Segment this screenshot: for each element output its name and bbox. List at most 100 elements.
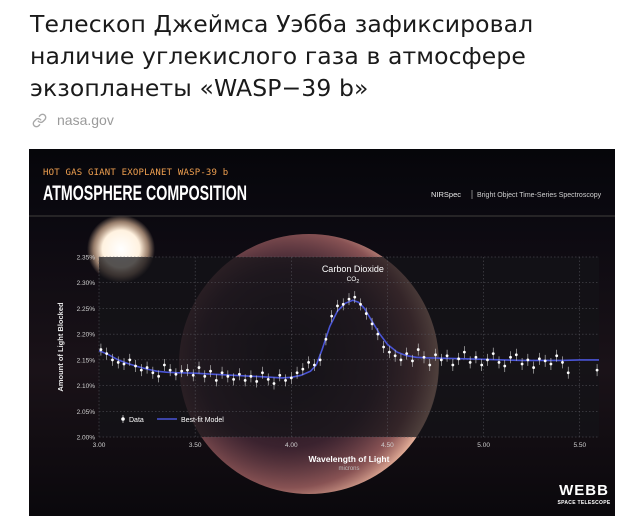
data-point bbox=[336, 304, 339, 308]
data-point bbox=[116, 361, 120, 364]
data-point bbox=[134, 364, 137, 368]
data-point bbox=[105, 352, 109, 356]
source-domain[interactable]: nasa.gov bbox=[57, 112, 114, 128]
data-point bbox=[509, 355, 512, 359]
data-point bbox=[261, 371, 264, 375]
x-tick-label: 5.00 bbox=[477, 442, 490, 449]
x-axis-unit: microns bbox=[338, 466, 359, 472]
data-point bbox=[174, 372, 178, 376]
y-tick-label: 2.00% bbox=[77, 435, 96, 442]
data-point bbox=[186, 368, 189, 372]
source-link[interactable]: nasa.gov bbox=[32, 110, 114, 130]
data-point bbox=[151, 371, 155, 375]
data-point bbox=[312, 363, 316, 367]
x-tick-label: 5.50 bbox=[573, 442, 586, 449]
article-title: Телескоп Джеймса Уэбба зафиксировал нали… bbox=[30, 10, 534, 102]
y-tick-label: 2.20% bbox=[77, 332, 96, 339]
legend-data-marker bbox=[121, 417, 125, 421]
data-point bbox=[255, 380, 259, 383]
x-axis-label: Wavelength of Light bbox=[309, 454, 390, 464]
data-point bbox=[226, 374, 230, 378]
y-tick-label: 2.10% bbox=[77, 383, 96, 390]
data-point bbox=[272, 382, 276, 385]
data-point bbox=[162, 363, 166, 367]
data-point bbox=[347, 297, 351, 301]
data-point bbox=[209, 369, 212, 373]
x-tick-label: 3.00 bbox=[93, 442, 106, 449]
data-point bbox=[370, 322, 374, 326]
data-point bbox=[532, 366, 536, 369]
data-point bbox=[561, 361, 564, 364]
data-point bbox=[203, 374, 207, 378]
link-icon bbox=[32, 113, 47, 127]
data-point bbox=[353, 295, 357, 299]
data-point bbox=[457, 357, 461, 361]
data-point bbox=[324, 337, 328, 341]
data-point bbox=[549, 362, 553, 366]
y-tick-label: 2.30% bbox=[77, 280, 96, 287]
data-point bbox=[341, 302, 345, 306]
data-point bbox=[474, 355, 478, 359]
data-point bbox=[468, 361, 472, 364]
figure-kicker: HOT GAS GIANT EXOPLANET WASP-39 b bbox=[43, 168, 228, 178]
data-point bbox=[566, 371, 570, 375]
data-point bbox=[157, 374, 161, 378]
data-point bbox=[555, 354, 559, 358]
data-point bbox=[422, 355, 426, 359]
data-point bbox=[180, 369, 184, 373]
data-point bbox=[359, 302, 362, 306]
data-point bbox=[111, 358, 114, 362]
infographic-figure: HOT GAS GIANT EXOPLANET WASP-39 b ATMOSP… bbox=[29, 149, 615, 516]
data-point bbox=[411, 359, 414, 363]
data-point bbox=[128, 358, 132, 362]
data-point bbox=[307, 361, 311, 364]
data-point bbox=[284, 379, 287, 382]
instrument-detail: Bright Object Time-Series Spectroscopy bbox=[477, 192, 602, 199]
data-point bbox=[491, 352, 495, 356]
webb-logo: WEBB SPACE TELESCOPE bbox=[557, 482, 610, 506]
plot-grid bbox=[98, 256, 599, 438]
data-point bbox=[278, 373, 282, 377]
data-point bbox=[462, 350, 466, 354]
data-point bbox=[301, 367, 305, 371]
plot-area bbox=[99, 257, 599, 437]
data-point bbox=[514, 353, 518, 357]
data-point bbox=[416, 348, 420, 351]
data-point bbox=[318, 358, 322, 362]
co2-annotation-label: Carbon Dioxide bbox=[322, 264, 384, 274]
data-point bbox=[537, 357, 541, 361]
data-point bbox=[526, 358, 530, 362]
data-point bbox=[503, 364, 507, 368]
data-point bbox=[243, 379, 247, 382]
data-point bbox=[520, 362, 524, 366]
y-tick-label: 2.15% bbox=[77, 357, 96, 364]
data-point bbox=[382, 345, 386, 349]
data-point bbox=[497, 361, 501, 364]
y-axis-label: Amount of Light Blocked bbox=[56, 302, 65, 392]
data-point bbox=[445, 354, 449, 358]
data-point bbox=[376, 332, 380, 336]
y-tick-label: 2.35% bbox=[77, 255, 96, 262]
data-point bbox=[451, 363, 455, 367]
data-point bbox=[543, 359, 547, 363]
data-point bbox=[99, 348, 103, 351]
data-point bbox=[364, 312, 368, 315]
instrument-name: NIRSpec bbox=[431, 190, 461, 199]
legend-data-label: Data bbox=[129, 417, 144, 424]
data-point bbox=[295, 371, 299, 375]
legend-model-label: Best-fit Model bbox=[181, 417, 224, 424]
data-point bbox=[434, 353, 437, 357]
webb-logo-subtitle: SPACE TELESCOPE bbox=[557, 500, 610, 506]
y-tick-label: 2.05% bbox=[77, 409, 96, 416]
figure-title: ATMOSPHERE COMPOSITION bbox=[43, 182, 247, 205]
data-point bbox=[249, 374, 253, 378]
data-point bbox=[232, 378, 236, 381]
x-tick-label: 4.50 bbox=[381, 442, 394, 449]
co2-formula: CO2 bbox=[347, 276, 360, 285]
data-point bbox=[428, 363, 432, 367]
data-point bbox=[139, 368, 143, 372]
data-point bbox=[145, 366, 149, 369]
data-point bbox=[405, 352, 409, 356]
atmosphere-spectrum-chart: HOT GAS GIANT EXOPLANET WASP-39 b ATMOSP… bbox=[29, 149, 615, 516]
data-point bbox=[168, 368, 172, 372]
